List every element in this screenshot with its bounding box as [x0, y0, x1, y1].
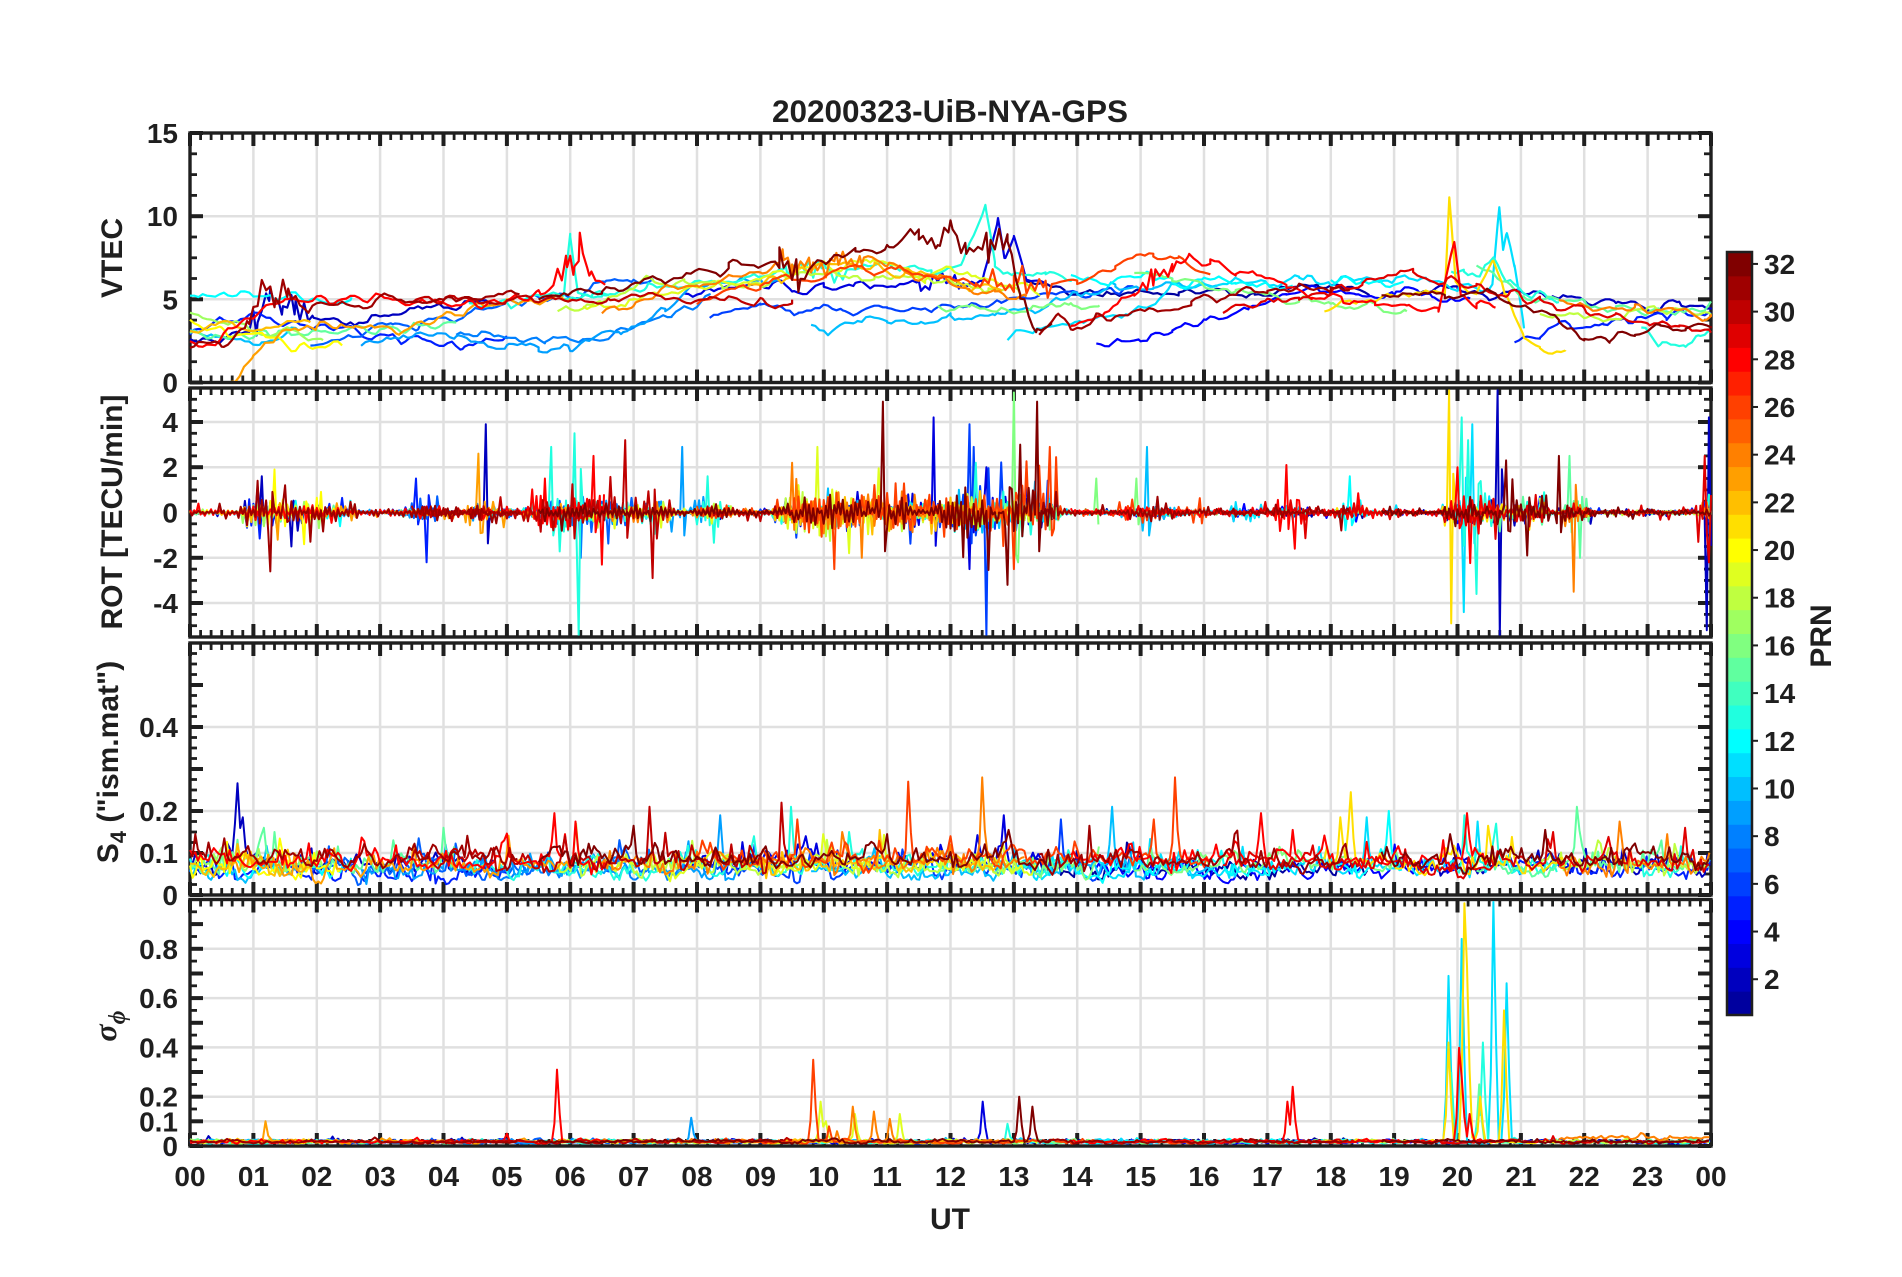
svg-text:30: 30 — [1764, 297, 1795, 328]
svg-text:4: 4 — [1764, 917, 1780, 948]
svg-text:0.4: 0.4 — [139, 712, 178, 743]
svg-text:13: 13 — [998, 1161, 1029, 1192]
svg-text:17: 17 — [1252, 1161, 1283, 1192]
svg-text:19: 19 — [1379, 1161, 1410, 1192]
svg-text:0.6: 0.6 — [139, 983, 178, 1014]
svg-text:14: 14 — [1062, 1161, 1094, 1192]
svg-text:10: 10 — [147, 201, 178, 232]
svg-text:16: 16 — [1764, 630, 1795, 661]
svg-text:20: 20 — [1442, 1161, 1473, 1192]
svg-text:10: 10 — [808, 1161, 839, 1192]
svg-text:0: 0 — [162, 880, 178, 911]
svg-text:2: 2 — [1764, 964, 1780, 995]
svg-text:24: 24 — [1764, 440, 1796, 471]
svg-text:0.2: 0.2 — [139, 1082, 178, 1113]
svg-text:18: 18 — [1315, 1161, 1346, 1192]
svg-text:00: 00 — [174, 1161, 205, 1192]
svg-text:28: 28 — [1764, 344, 1795, 375]
svg-text:0.4: 0.4 — [139, 1032, 178, 1063]
svg-text:01: 01 — [238, 1161, 269, 1192]
svg-text:20: 20 — [1764, 535, 1795, 566]
svg-text:22: 22 — [1569, 1161, 1600, 1192]
svg-text:PRN: PRN — [1805, 604, 1838, 667]
svg-text:0.8: 0.8 — [139, 934, 178, 965]
svg-text:20200323-UiB-NYA-GPS: 20200323-UiB-NYA-GPS — [772, 93, 1128, 129]
svg-text:0.2: 0.2 — [139, 796, 178, 827]
svg-text:12: 12 — [1764, 726, 1795, 757]
svg-text:-4: -4 — [153, 588, 178, 619]
svg-text:04: 04 — [428, 1161, 460, 1192]
svg-text:15: 15 — [147, 118, 178, 149]
svg-text:00: 00 — [1695, 1161, 1726, 1192]
svg-text:05: 05 — [491, 1161, 522, 1192]
svg-text:22: 22 — [1764, 487, 1795, 518]
svg-text:16: 16 — [1188, 1161, 1219, 1192]
svg-text:07: 07 — [618, 1161, 649, 1192]
svg-text:-2: -2 — [153, 543, 178, 574]
svg-text:14: 14 — [1764, 678, 1796, 709]
svg-text:18: 18 — [1764, 583, 1795, 614]
svg-text:02: 02 — [301, 1161, 332, 1192]
svg-text:S4 ("ism.mat"): S4 ("ism.mat") — [92, 661, 131, 863]
svg-text:VTEC: VTEC — [96, 218, 129, 298]
svg-text:10: 10 — [1764, 773, 1795, 804]
svg-text:08: 08 — [681, 1161, 712, 1192]
svg-text:15: 15 — [1125, 1161, 1156, 1192]
svg-text:0.1: 0.1 — [139, 838, 178, 869]
svg-text:0.1: 0.1 — [139, 1106, 178, 1137]
svg-text:12: 12 — [935, 1161, 966, 1192]
svg-text:23: 23 — [1632, 1161, 1663, 1192]
svg-text:0: 0 — [162, 498, 178, 529]
svg-text:11: 11 — [872, 1161, 902, 1192]
svg-text:32: 32 — [1764, 249, 1795, 280]
svg-text:UT: UT — [930, 1203, 970, 1236]
svg-text:4: 4 — [162, 407, 178, 438]
svg-text:06: 06 — [555, 1161, 586, 1192]
svg-text:ROT [TECU/min]: ROT [TECU/min] — [96, 395, 129, 630]
svg-text:21: 21 — [1505, 1161, 1536, 1192]
svg-text:0: 0 — [162, 368, 178, 399]
svg-text:03: 03 — [365, 1161, 396, 1192]
svg-text:2: 2 — [162, 452, 178, 483]
svg-text:5: 5 — [162, 284, 178, 315]
svg-text:09: 09 — [745, 1161, 776, 1192]
svg-text:0: 0 — [162, 1131, 178, 1162]
svg-text:6: 6 — [1764, 869, 1780, 900]
svg-text:26: 26 — [1764, 392, 1795, 423]
svg-text:8: 8 — [1764, 821, 1780, 852]
